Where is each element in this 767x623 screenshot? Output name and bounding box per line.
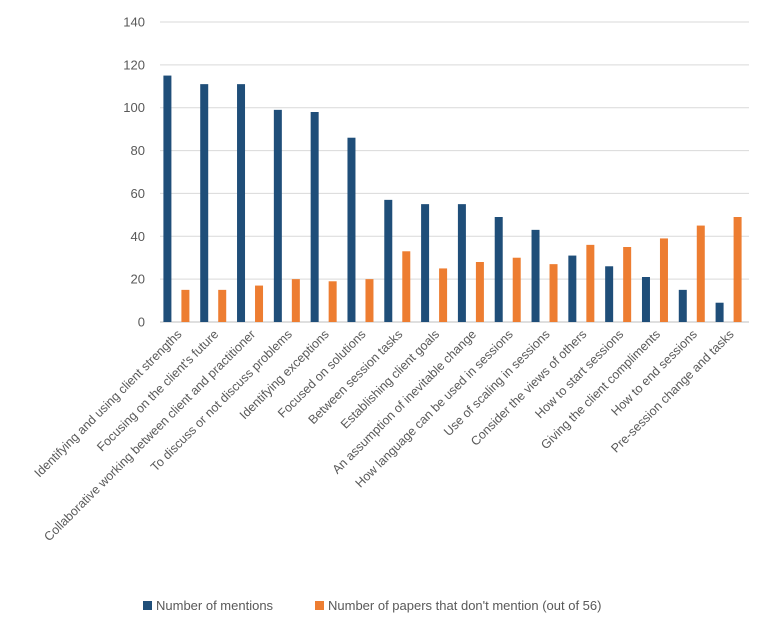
bars bbox=[163, 75, 742, 323]
bar-not-mention bbox=[623, 247, 632, 322]
legend-swatch bbox=[143, 601, 152, 610]
bar-not-mention bbox=[218, 289, 227, 322]
bar-mentions bbox=[273, 109, 282, 322]
y-tick-label: 120 bbox=[123, 57, 145, 72]
bar-not-mention bbox=[512, 257, 521, 322]
bar-not-mention bbox=[328, 281, 337, 322]
bar-not-mention bbox=[181, 289, 190, 322]
y-tick-label: 0 bbox=[138, 315, 145, 330]
bar-mentions bbox=[605, 266, 614, 322]
bar-not-mention bbox=[291, 279, 300, 322]
bar-mentions bbox=[163, 75, 172, 322]
bar-not-mention bbox=[255, 285, 264, 322]
x-axis-labels: Identifying and using client strengthsFo… bbox=[32, 327, 737, 544]
bar-mentions bbox=[237, 84, 246, 323]
bar-not-mention bbox=[586, 244, 595, 322]
bar-not-mention bbox=[659, 238, 668, 322]
bar-not-mention bbox=[549, 264, 558, 322]
legend-label: Number of papers that don't mention (out… bbox=[328, 598, 601, 613]
y-tick-label: 80 bbox=[131, 143, 145, 158]
legend-swatch bbox=[315, 601, 324, 610]
bar-mentions bbox=[457, 204, 466, 322]
bar-mentions bbox=[347, 137, 356, 322]
y-tick-label: 100 bbox=[123, 100, 145, 115]
y-tick-label: 60 bbox=[131, 186, 145, 201]
y-tick-label: 20 bbox=[131, 272, 145, 287]
y-tick-label: 140 bbox=[123, 15, 145, 30]
bar-not-mention bbox=[365, 279, 374, 322]
bar-mentions bbox=[568, 255, 577, 322]
bar-mentions bbox=[715, 302, 724, 322]
bar-mentions bbox=[421, 204, 430, 322]
legend: Number of mentions Number of papers that … bbox=[143, 598, 601, 613]
legend-label: Number of mentions bbox=[156, 598, 274, 613]
bar-mentions bbox=[494, 217, 503, 322]
y-tick-label: 40 bbox=[131, 229, 145, 244]
bar-mentions bbox=[200, 84, 209, 323]
y-axis-ticks: 0 20 40 60 80 100 120 140 bbox=[123, 15, 145, 330]
bar-not-mention bbox=[475, 262, 484, 322]
bar-not-mention bbox=[696, 225, 705, 322]
bar-mentions bbox=[678, 289, 687, 322]
bar-mentions bbox=[310, 112, 319, 322]
bar-mentions bbox=[641, 277, 650, 322]
bar-not-mention bbox=[439, 268, 448, 322]
bar-mentions bbox=[531, 229, 540, 322]
bar-mentions bbox=[384, 199, 393, 322]
bar-not-mention bbox=[733, 217, 742, 322]
gridlines bbox=[160, 21, 749, 323]
bar-not-mention bbox=[402, 251, 411, 322]
